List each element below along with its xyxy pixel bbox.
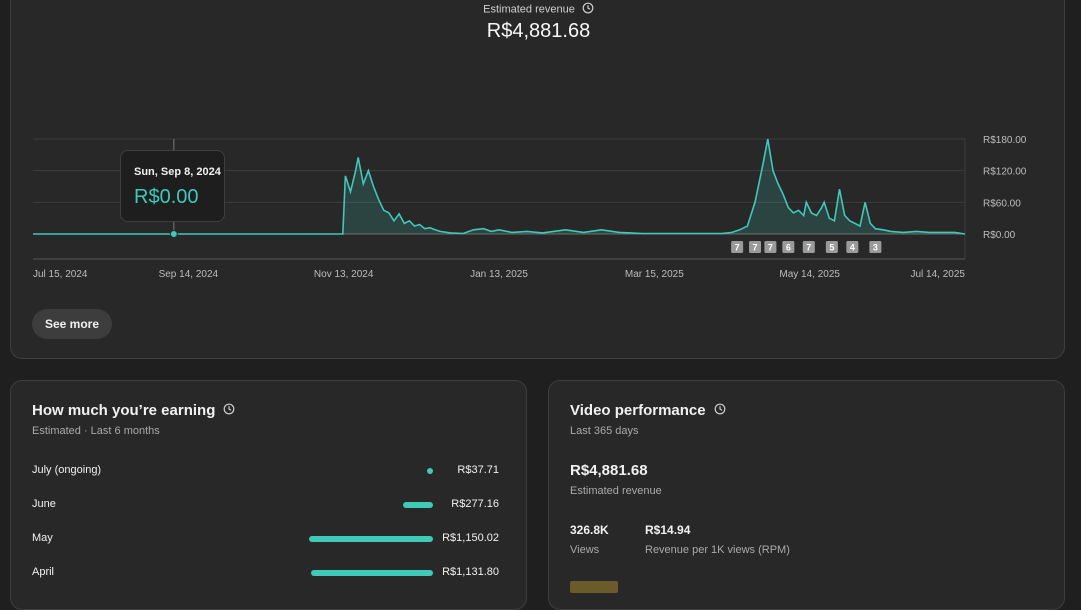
revenue-title: Estimated revenue bbox=[483, 3, 575, 16]
month-amount: R$1,131.80 bbox=[442, 566, 499, 578]
upload-marker[interactable]: 4 bbox=[846, 241, 859, 253]
upload-marker[interactable]: 7 bbox=[749, 241, 762, 253]
y-tick-label: R$0.00 bbox=[983, 230, 1016, 241]
upload-marker-count: 4 bbox=[850, 243, 855, 253]
upload-marker-count: 6 bbox=[786, 243, 791, 253]
upload-marker-box bbox=[825, 241, 838, 253]
month-amount: R$1,150.02 bbox=[442, 532, 499, 544]
upload-marker-box bbox=[731, 241, 744, 253]
upload-marker-box bbox=[782, 241, 795, 253]
earnings-bar bbox=[310, 570, 433, 576]
month-label: June bbox=[32, 498, 56, 510]
performance-title: Video performance bbox=[570, 402, 706, 419]
upload-marker-box bbox=[846, 241, 859, 253]
month-label: May bbox=[32, 532, 53, 544]
upload-marker[interactable]: 5 bbox=[825, 241, 838, 253]
revenue-card: Estimated revenue R$4,881.68 R$180.00 R$1… bbox=[10, 0, 1065, 359]
tooltip-date: Sun, Sep 8, 2024 bbox=[134, 166, 221, 178]
upload-marker-count: 7 bbox=[735, 243, 740, 253]
month-amount: R$37.71 bbox=[457, 464, 499, 476]
upload-marker-count: 5 bbox=[829, 243, 834, 253]
revenue-chart[interactable]: R$180.00 R$120.00 R$60.00 R$0.00 Jul 15, 202… bbox=[11, 0, 1066, 289]
performance-revenue-value: R$4,881.68 bbox=[570, 462, 648, 479]
upload-marker[interactable]: 3 bbox=[869, 241, 882, 253]
y-tick-label: R$120.00 bbox=[983, 167, 1027, 178]
performance-title-row: Video performance bbox=[570, 402, 726, 419]
earnings-row[interactable]: July (ongoing) R$37.71 bbox=[32, 462, 502, 482]
earnings-row[interactable]: May R$1,150.02 bbox=[32, 530, 502, 550]
rpm-label: Revenue per 1K views (RPM) bbox=[645, 544, 790, 556]
clock-icon[interactable] bbox=[714, 402, 726, 419]
x-tick-label: May 14, 2025 bbox=[779, 269, 840, 280]
earnings-title: How much you’re earning bbox=[32, 402, 216, 419]
upload-marker-count: 7 bbox=[768, 243, 773, 253]
upload-marker[interactable]: 7 bbox=[731, 241, 744, 253]
rpm-metric: R$14.94 Revenue per 1K views (RPM) bbox=[645, 523, 790, 556]
x-tick-label: Jul 15, 2024 bbox=[33, 269, 88, 280]
see-more-button[interactable]: See more bbox=[32, 309, 113, 339]
earnings-row[interactable]: April R$1,131.80 bbox=[32, 564, 502, 584]
upload-marker-box bbox=[764, 241, 777, 253]
performance-subtitle: Last 365 days bbox=[570, 425, 639, 437]
earnings-bar bbox=[427, 468, 433, 474]
month-label: April bbox=[32, 566, 55, 578]
hover-point bbox=[169, 230, 178, 238]
upload-marker[interactable]: 6 bbox=[782, 241, 795, 253]
earnings-bar bbox=[403, 502, 433, 508]
month-amount: R$277.16 bbox=[451, 498, 499, 510]
earnings-title-row: How much you’re earning bbox=[32, 402, 235, 419]
chart-tooltip: Sun, Sep 8, 2024 R$0.00 bbox=[120, 150, 225, 222]
upload-marker-count: 3 bbox=[873, 243, 878, 253]
revenue-header: Estimated revenue bbox=[11, 2, 1066, 17]
earnings-row[interactable]: June R$277.16 bbox=[32, 496, 502, 516]
x-tick-label: Jul 14, 2025 bbox=[911, 269, 966, 280]
month-label: July (ongoing) bbox=[32, 464, 102, 476]
upload-marker[interactable]: 7 bbox=[764, 241, 777, 253]
views-metric: 326.8K Views bbox=[570, 523, 609, 556]
x-tick-label: Mar 15, 2025 bbox=[625, 269, 684, 280]
rpm-value: R$14.94 bbox=[645, 523, 691, 537]
upload-marker-count: 7 bbox=[753, 243, 758, 253]
upload-marker-box bbox=[749, 241, 762, 253]
clock-icon[interactable] bbox=[582, 2, 594, 17]
views-value: 326.8K bbox=[570, 523, 609, 537]
earnings-bar bbox=[309, 536, 433, 542]
upload-marker-box bbox=[802, 241, 815, 253]
x-tick-label: Nov 13, 2024 bbox=[314, 269, 374, 280]
y-tick-label: R$180.00 bbox=[983, 135, 1027, 146]
upload-marker[interactable]: 7 bbox=[802, 241, 815, 253]
performance-revenue-label: Estimated revenue bbox=[570, 485, 662, 497]
upload-marker-count: 7 bbox=[806, 243, 811, 253]
tooltip-value: R$0.00 bbox=[134, 186, 199, 208]
clock-icon[interactable] bbox=[223, 402, 235, 419]
video-thumbnail[interactable] bbox=[570, 581, 618, 593]
series-line bbox=[33, 138, 966, 235]
views-label: Views bbox=[570, 544, 600, 556]
y-tick-label: R$60.00 bbox=[983, 198, 1021, 209]
revenue-total: R$4,881.68 bbox=[486, 20, 591, 42]
x-tick-label: Sep 14, 2024 bbox=[159, 269, 219, 280]
upload-marker-box bbox=[869, 241, 882, 253]
video-performance-card: Video performance Last 365 days R$4,881.… bbox=[548, 380, 1065, 610]
x-tick-label: Jan 13, 2025 bbox=[470, 269, 528, 280]
earnings-subtitle: Estimated · Last 6 months bbox=[32, 425, 160, 437]
earnings-card: How much you’re earning Estimated · Last… bbox=[10, 380, 527, 610]
